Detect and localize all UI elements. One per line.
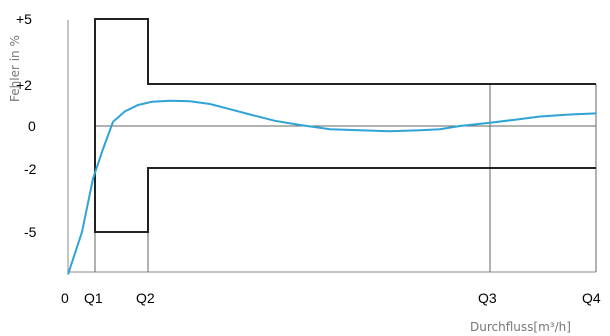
y-tick-label-minus5: -5 bbox=[24, 224, 37, 240]
y-tick-labels: +5 +2 0 -2 -5 bbox=[16, 11, 37, 240]
y-tick-label-minus2: -2 bbox=[24, 161, 37, 177]
y-axis-title: Fehler in % bbox=[8, 35, 22, 102]
x-tick-label-zero: 0 bbox=[61, 290, 69, 306]
x-tick-label-q4: Q4 bbox=[582, 290, 601, 306]
upper-tolerance-limit bbox=[94, 18, 596, 126]
y-tick-label-plus5: +5 bbox=[16, 11, 32, 27]
y-tick-label-zero: 0 bbox=[28, 118, 36, 134]
y-tick-label-plus2: +2 bbox=[16, 77, 32, 93]
x-axis-title: Durchfluss[m³/h] bbox=[470, 320, 571, 334]
x-tick-label-q3: Q3 bbox=[478, 290, 497, 306]
x-tick-labels: 0 Q1 Q2 Q3 Q4 bbox=[61, 290, 601, 306]
x-tick-label-q2: Q2 bbox=[136, 290, 155, 306]
tolerance-envelope bbox=[94, 18, 596, 233]
lower-tolerance-limit bbox=[94, 126, 596, 233]
plot-frame bbox=[67, 20, 597, 273]
x-tick-label-q1: Q1 bbox=[84, 290, 103, 306]
error-curve bbox=[67, 99, 597, 275]
